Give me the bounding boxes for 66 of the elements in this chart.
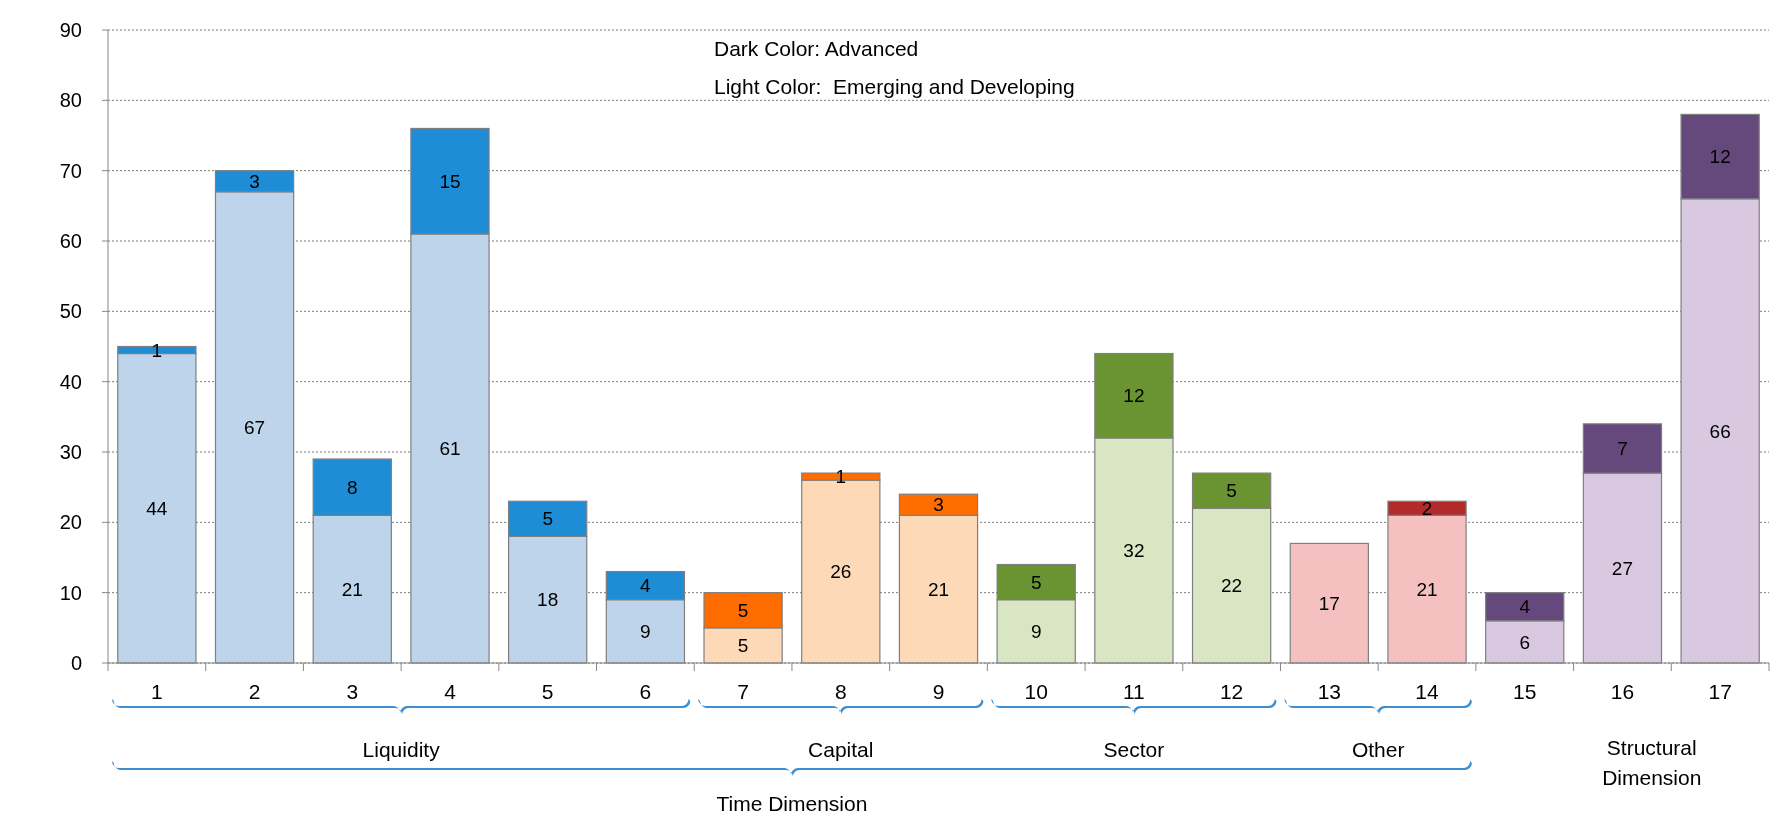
data-label: 3: [249, 170, 260, 192]
x-tick-label: 2: [248, 680, 261, 703]
data-label: 61: [439, 438, 461, 460]
data-label: 17: [1318, 592, 1340, 614]
data-label: 27: [1611, 557, 1634, 579]
text: Liquidity: [362, 738, 441, 761]
x-tick-label: 10: [1024, 680, 1048, 703]
text: Structural Dimension: [1602, 736, 1702, 789]
data-label: 32: [1123, 540, 1145, 562]
x-tick-label: 6: [639, 680, 652, 703]
x-tick-label: 12: [1219, 680, 1244, 703]
data-label: 44: [146, 497, 168, 519]
y-tick-label: 40: [59, 370, 82, 393]
y-tick-label: 0: [70, 652, 82, 674]
data-label: 26: [830, 561, 852, 583]
text: Other: [1351, 738, 1405, 761]
x-tick-label: 9: [932, 680, 945, 703]
y-tick-label: 90: [59, 19, 82, 41]
x-tick-label: 1: [151, 680, 163, 703]
text: Capital: [808, 738, 874, 761]
y-tick-label: 10: [59, 581, 82, 604]
x-tick-label: 11: [1123, 680, 1145, 703]
data-label: 12: [1123, 385, 1145, 407]
data-label: 4: [1519, 596, 1531, 618]
data-label: 4: [640, 575, 652, 597]
x-tick-label: 7: [737, 680, 749, 703]
x-tick-label: 14: [1415, 680, 1440, 703]
data-label: 5: [737, 635, 749, 657]
data-label: 67: [243, 417, 266, 439]
data-label: 21: [341, 578, 363, 600]
data-label: 7: [1617, 438, 1628, 460]
text: Time Dimension: [716, 792, 868, 815]
data-label: 9: [640, 621, 651, 642]
y-tick-label: 20: [59, 511, 82, 534]
data-label: 66: [1709, 420, 1731, 442]
data-label: 5: [737, 599, 749, 621]
annotation: Dark Color: Advanced: [714, 37, 919, 60]
y-tick-label: 50: [59, 300, 82, 323]
y-tick-label: 70: [59, 159, 82, 182]
annotation: Light Color: Emerging and Developing: [714, 75, 1075, 98]
data-label: 8: [346, 476, 358, 498]
x-tick-label: 3: [346, 680, 359, 703]
data-label: 21: [1416, 578, 1438, 600]
data-label: 21: [927, 578, 950, 600]
x-tick-label: 16: [1610, 680, 1635, 703]
x-tick-label: 4: [444, 680, 457, 703]
data-label: 15: [439, 170, 461, 192]
data-label: 5: [542, 508, 553, 530]
data-label: 9: [1030, 621, 1042, 642]
x-tick-label: 5: [541, 680, 554, 703]
data-label: 12: [1709, 146, 1731, 168]
x-tick-label: 13: [1317, 680, 1341, 703]
x-tick-label: 17: [1708, 680, 1732, 703]
data-label: 2: [1421, 497, 1433, 519]
x-tick-label: 15: [1513, 680, 1537, 703]
x-tick-label: 8: [834, 680, 847, 703]
data-label: 5: [1226, 480, 1237, 502]
y-tick-label: 80: [59, 89, 82, 112]
data-label: 3: [933, 494, 944, 516]
data-label: 22: [1221, 575, 1243, 597]
y-tick-label: 30: [59, 441, 82, 463]
y-tick-label: 60: [59, 230, 82, 252]
data-label: 18: [537, 589, 559, 611]
data-label: 6: [1519, 631, 1531, 653]
data-label: 5: [1030, 571, 1042, 593]
text: Sector: [1103, 738, 1165, 761]
